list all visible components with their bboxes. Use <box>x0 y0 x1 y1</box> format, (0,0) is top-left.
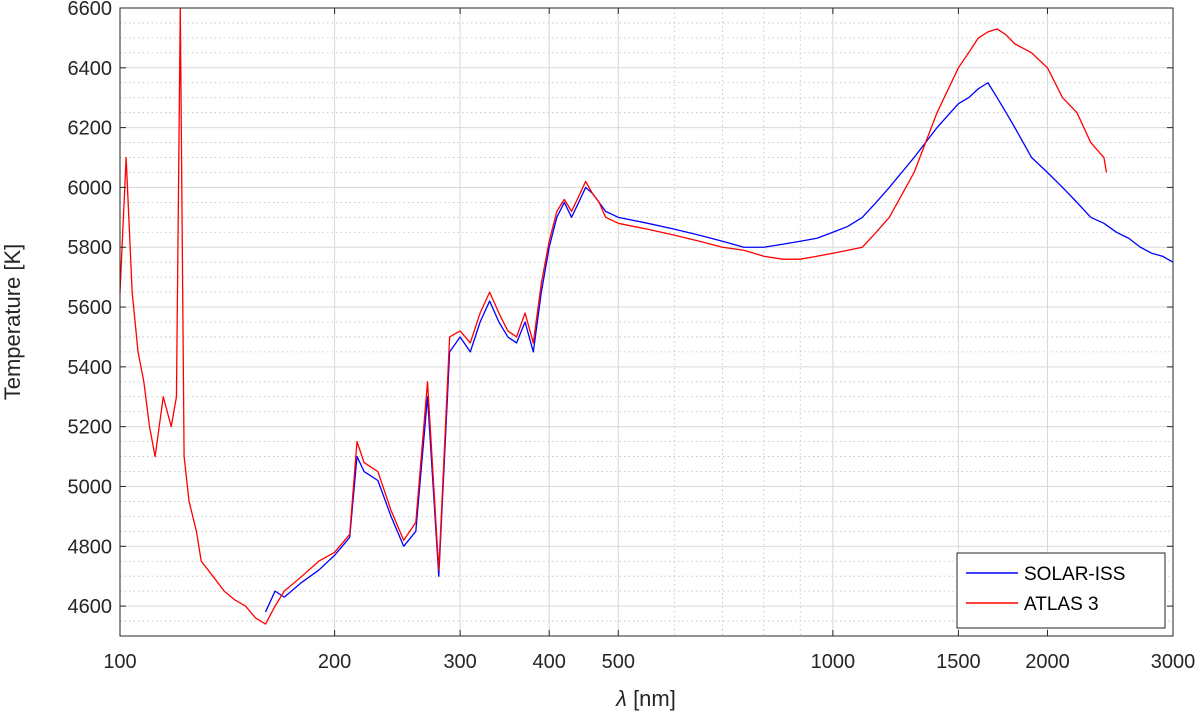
legend-label-solar-iss: SOLAR-ISS <box>1024 564 1125 585</box>
legend-label-atlas-3: ATLAS 3 <box>1024 594 1099 615</box>
x-tick-label: 100 <box>103 651 136 673</box>
x-tick-label: 300 <box>443 651 476 673</box>
y-tick-label: 4800 <box>68 536 113 558</box>
tick-marks <box>119 7 1174 636</box>
y-tick-label: 6600 <box>68 0 113 20</box>
x-axis-label: λ [nm] <box>615 686 676 711</box>
y-tick-label: 5000 <box>68 476 113 498</box>
legend: SOLAR-ISS ATLAS 3 <box>956 552 1166 629</box>
y-tick-label: 5200 <box>68 417 113 439</box>
x-tick-label: 1500 <box>936 651 981 673</box>
y-axis-label: Temperature [K] <box>0 244 25 401</box>
y-tick-label: 5600 <box>68 297 113 319</box>
y-tick-label: 4600 <box>68 596 113 618</box>
series-line-atlas-3 <box>119 7 1108 625</box>
x-tick-label: 3000 <box>1151 651 1196 673</box>
y-tick-label: 6000 <box>68 177 113 199</box>
minor-grid <box>119 8 1174 636</box>
x-tick-label: 400 <box>533 651 566 673</box>
x-tick-label: 2000 <box>1025 651 1070 673</box>
y-tick-label: 6200 <box>68 118 113 140</box>
x-tick-label: 500 <box>602 651 635 673</box>
y-tick-label: 6400 <box>68 58 113 80</box>
tick-labels: 4600 4800 5000 5200 5400 5600 5800 6000 6200 6400… <box>68 0 1196 673</box>
x-tick-label: 200 <box>318 651 351 673</box>
series-line-solar-iss <box>264 82 1174 613</box>
y-tick-label: 5400 <box>68 357 113 379</box>
y-tick-label: 5800 <box>68 237 113 259</box>
legend-box <box>956 552 1166 629</box>
series-layer <box>119 7 1174 625</box>
plot-frame <box>119 7 1174 637</box>
x-tick-label: 1000 <box>811 651 856 673</box>
